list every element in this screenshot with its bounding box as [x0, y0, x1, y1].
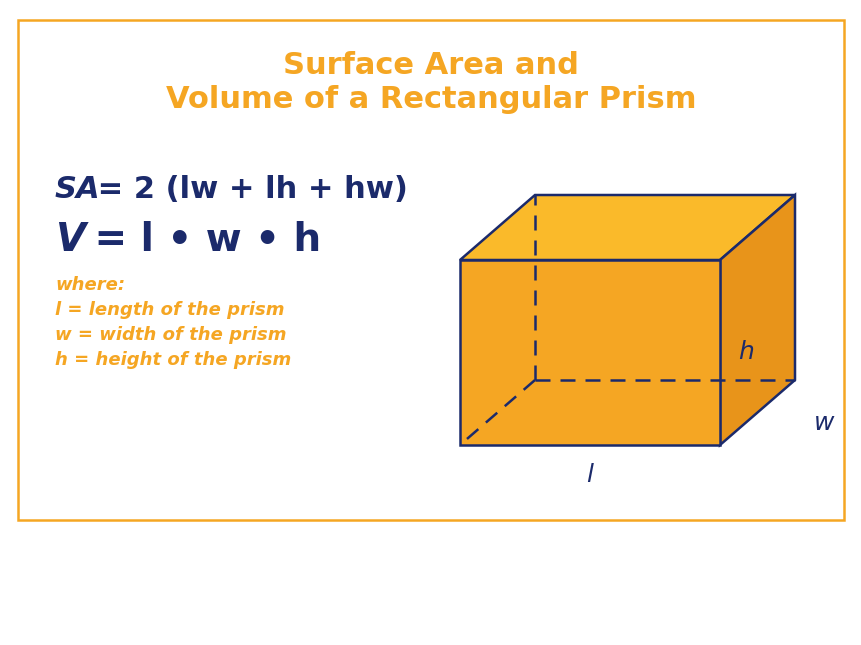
Polygon shape — [460, 195, 794, 260]
Polygon shape — [460, 260, 719, 445]
Text: $h$: $h$ — [737, 341, 753, 364]
Text: V: V — [55, 221, 85, 259]
Text: $l$: $l$ — [585, 463, 594, 487]
Text: where:: where: — [55, 276, 125, 294]
Text: l = length of the prism: l = length of the prism — [55, 301, 284, 319]
Text: Surface Area and: Surface Area and — [282, 50, 579, 79]
Bar — [18, 20, 843, 520]
Text: = 2 (lw + lh + hw): = 2 (lw + lh + hw) — [87, 175, 407, 204]
Text: h = height of the prism: h = height of the prism — [55, 351, 291, 369]
Polygon shape — [719, 195, 794, 445]
Text: SA: SA — [55, 175, 101, 204]
Text: Volume of a Rectangular Prism: Volume of a Rectangular Prism — [165, 86, 696, 115]
Text: $w$: $w$ — [812, 410, 834, 435]
Text: = l • w • h: = l • w • h — [81, 221, 321, 259]
Text: w = width of the prism: w = width of the prism — [55, 326, 286, 344]
